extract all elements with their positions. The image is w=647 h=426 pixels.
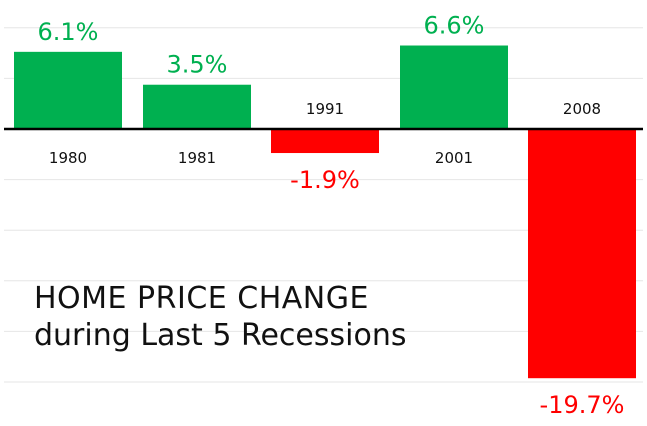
category-label-1981: 1981 bbox=[178, 149, 216, 167]
bar-1981 bbox=[143, 84, 251, 129]
chart-title: HOME PRICE CHANGE bbox=[34, 281, 369, 316]
bar-2001 bbox=[400, 45, 508, 130]
bar-2008 bbox=[528, 129, 636, 379]
value-label-1991: -1.9% bbox=[290, 166, 360, 194]
category-label-1980: 1980 bbox=[49, 149, 87, 167]
chart-title-block: HOME PRICE CHANGE during Last 5 Recessio… bbox=[34, 282, 406, 356]
value-label-2008: -19.7% bbox=[540, 391, 625, 419]
category-label-1991: 1991 bbox=[306, 100, 344, 118]
category-label-2008: 2008 bbox=[563, 100, 601, 118]
chart-subtitle: during Last 5 Recessions bbox=[34, 318, 407, 353]
bar-1991 bbox=[271, 129, 379, 154]
value-label-1980: 6.1% bbox=[38, 18, 99, 46]
bar-1980 bbox=[14, 51, 122, 129]
value-label-1981: 3.5% bbox=[167, 51, 228, 79]
value-label-2001: 6.6% bbox=[424, 12, 485, 40]
category-label-2001: 2001 bbox=[435, 149, 473, 167]
